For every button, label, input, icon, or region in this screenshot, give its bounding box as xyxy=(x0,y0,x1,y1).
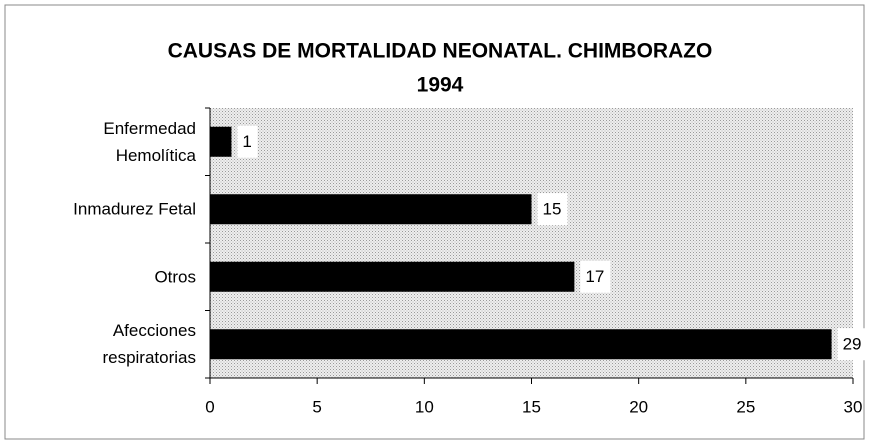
y-tick-label: Enfermedad Hemolítica xyxy=(103,118,196,165)
value-label-bg xyxy=(237,125,258,158)
chart-title: CAUSAS DE MORTALIDAD NEONATAL. CHIMBORAZ… xyxy=(168,40,713,63)
value-label-bg xyxy=(580,260,611,293)
bar xyxy=(210,194,532,225)
x-tick-label: 25 xyxy=(736,397,755,416)
value-label: 29 xyxy=(843,335,862,354)
bar xyxy=(210,329,832,360)
bar xyxy=(210,261,575,292)
value-label-bg xyxy=(537,193,568,226)
chart-subtitle: 1994 xyxy=(417,74,464,97)
x-tick-label: 15 xyxy=(522,397,541,416)
x-tick-label: 10 xyxy=(415,397,434,416)
bar xyxy=(210,126,232,157)
x-tick-label: 20 xyxy=(629,397,648,416)
y-tick-label: Otros xyxy=(154,267,196,287)
value-label: 15 xyxy=(543,200,562,219)
y-tick-label: Inmadurez Fetal xyxy=(73,199,196,219)
x-tick-label: 5 xyxy=(312,397,321,416)
value-label: 1 xyxy=(242,132,251,151)
value-label-bg xyxy=(837,328,868,361)
value-label: 17 xyxy=(585,267,604,286)
x-tick-label: 30 xyxy=(844,397,863,416)
y-tick-label: Afecciones respiratorias xyxy=(102,321,196,368)
x-tick-label: 0 xyxy=(205,397,214,416)
